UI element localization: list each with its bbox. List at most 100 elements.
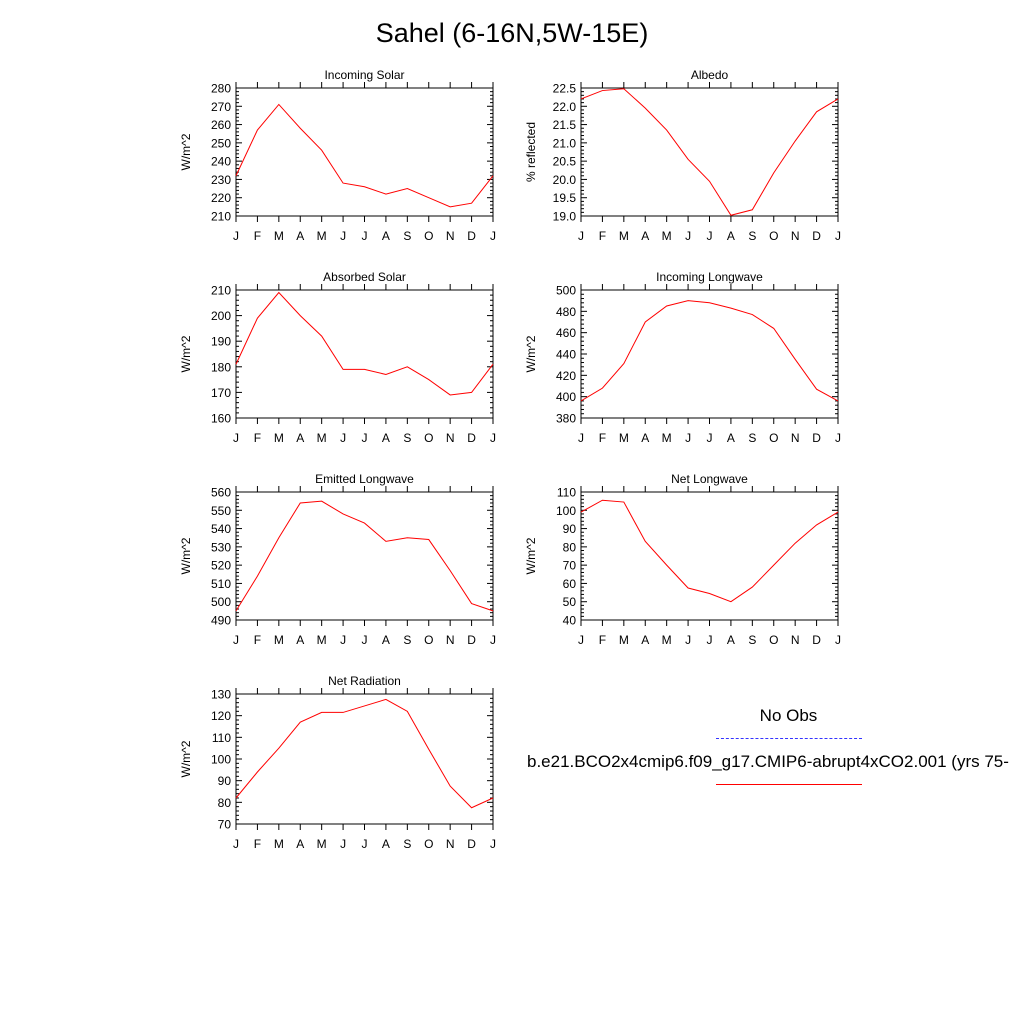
x-tick-label: J — [685, 431, 691, 445]
x-tick-label: M — [662, 431, 672, 445]
x-tick-label: J — [835, 633, 841, 647]
y-tick-label: 90 — [218, 774, 232, 788]
x-tick-label: M — [274, 431, 284, 445]
x-tick-label: M — [662, 229, 672, 243]
x-tick-label: O — [424, 837, 433, 851]
x-tick-label: N — [446, 633, 455, 647]
x-tick-label: M — [274, 229, 284, 243]
x-tick-label: J — [707, 431, 713, 445]
x-tick-label: N — [791, 431, 800, 445]
chart-panel-3: Incoming Longwave 380 400 420 440 460 480 500 J F… — [524, 270, 841, 445]
x-tick-label: O — [769, 431, 778, 445]
x-tick-label: N — [791, 229, 800, 243]
y-tick-label: 19.5 — [553, 191, 577, 205]
y-tick-label: 220 — [211, 191, 231, 205]
plot-frame — [235, 87, 494, 217]
x-tick-label: J — [578, 431, 584, 445]
y-tick-label: 240 — [211, 155, 231, 169]
y-tick-label: 130 — [211, 688, 231, 702]
x-tick-label: D — [812, 431, 821, 445]
x-tick-label: J — [340, 837, 346, 851]
x-tick-label: A — [641, 633, 649, 647]
legend-model-label: b.e21.BCO2x4cmip6.f09_g17.CMIP6-abrupt4x… — [527, 752, 1009, 771]
plot-frame — [580, 289, 839, 419]
x-tick-label: M — [317, 633, 327, 647]
x-tick-label: J — [340, 633, 346, 647]
y-tick-label: 21.5 — [553, 118, 577, 132]
series-line-model — [235, 291, 494, 396]
y-tick-label: 500 — [556, 284, 576, 298]
y-tick-label: 70 — [563, 559, 577, 573]
y-tick-label: 170 — [211, 386, 231, 400]
x-tick-label: J — [490, 633, 496, 647]
y-tick-label: 210 — [211, 210, 231, 224]
y-tick-label: 100 — [556, 504, 576, 518]
chart-title: Net Radiation — [328, 674, 401, 688]
x-tick-label: O — [769, 229, 778, 243]
legend-model-line — [716, 784, 862, 785]
y-tick-label: 250 — [211, 136, 231, 150]
y-tick-label: 60 — [563, 577, 577, 591]
x-tick-label: S — [403, 229, 411, 243]
x-tick-label: J — [835, 229, 841, 243]
x-tick-label: J — [578, 633, 584, 647]
y-tick-label: 540 — [211, 522, 231, 536]
y-tick-label: 20.0 — [553, 173, 577, 187]
y-tick-label: 500 — [211, 595, 231, 609]
y-tick-label: 50 — [563, 595, 577, 609]
x-tick-label: A — [382, 633, 390, 647]
x-tick-label: D — [467, 837, 476, 851]
y-tick-label: 80 — [218, 796, 232, 810]
x-tick-label: D — [467, 633, 476, 647]
chart-title: Albedo — [691, 68, 729, 82]
y-axis-label: W/m^2 — [179, 335, 193, 372]
y-tick-label: 230 — [211, 173, 231, 187]
x-tick-label: M — [317, 431, 327, 445]
chart-panel-1: Albedo 19.0 19.5 20.0 20.5 21.0 21.5 22.0 22.5 J F… — [524, 68, 841, 243]
series-line-model — [235, 103, 494, 208]
x-tick-label: A — [382, 229, 390, 243]
x-tick-label: A — [296, 837, 304, 851]
x-tick-label: O — [424, 633, 433, 647]
y-tick-label: 160 — [211, 412, 231, 426]
x-tick-label: J — [707, 229, 713, 243]
x-tick-label: O — [424, 229, 433, 243]
y-tick-label: 20.5 — [553, 155, 577, 169]
x-tick-label: M — [619, 431, 629, 445]
x-tick-label: J — [340, 431, 346, 445]
y-tick-label: 400 — [556, 390, 576, 404]
x-tick-label: O — [769, 633, 778, 647]
x-tick-label: M — [274, 837, 284, 851]
y-axis-label: W/m^2 — [179, 133, 193, 170]
plot-frame — [580, 87, 839, 217]
series-line-model — [580, 88, 839, 216]
x-tick-label: F — [254, 633, 261, 647]
y-tick-label: 180 — [211, 360, 231, 374]
y-tick-label: 21.0 — [553, 136, 577, 150]
y-tick-label: 200 — [211, 309, 231, 323]
y-tick-label: 190 — [211, 335, 231, 349]
x-tick-label: S — [403, 431, 411, 445]
x-tick-label: S — [748, 229, 756, 243]
y-axis-label: W/m^2 — [179, 740, 193, 777]
series-line-model — [580, 300, 839, 402]
y-tick-label: 22.5 — [553, 82, 577, 96]
x-tick-label: N — [446, 837, 455, 851]
x-tick-label: M — [619, 229, 629, 243]
y-tick-label: 530 — [211, 540, 231, 554]
y-tick-label: 560 — [211, 486, 231, 500]
chart-title: Absorbed Solar — [323, 270, 406, 284]
x-tick-label: O — [424, 431, 433, 445]
x-tick-label: S — [748, 633, 756, 647]
plot-frame — [235, 491, 494, 621]
x-tick-label: J — [362, 633, 368, 647]
y-tick-label: 380 — [556, 412, 576, 426]
plot-frame — [580, 491, 839, 621]
x-tick-label: M — [662, 633, 672, 647]
x-tick-label: F — [599, 431, 606, 445]
x-tick-label: J — [685, 229, 691, 243]
y-tick-label: 440 — [556, 348, 576, 362]
